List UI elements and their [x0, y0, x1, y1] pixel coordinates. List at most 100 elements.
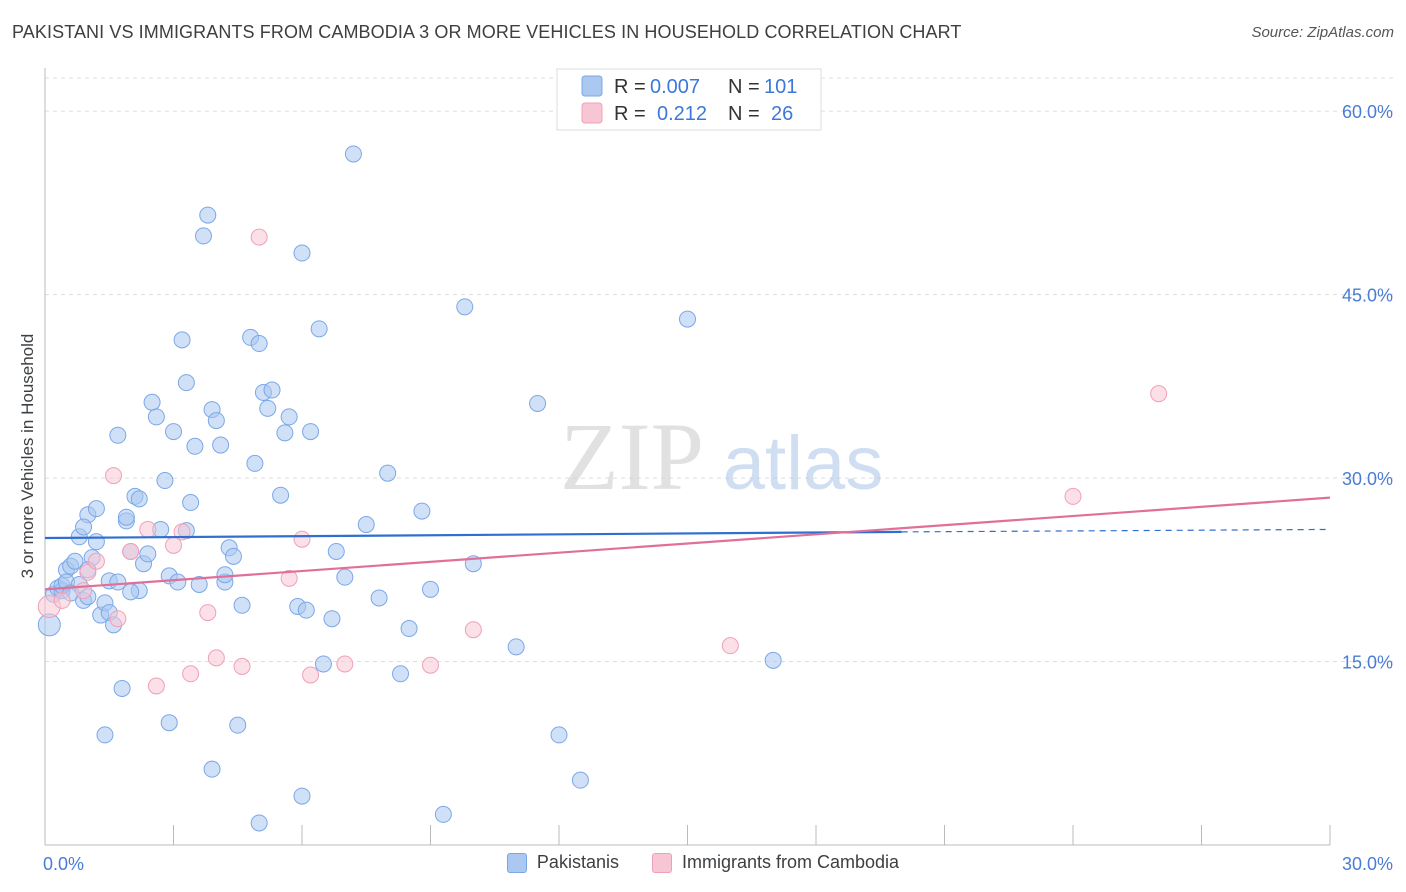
point-pakistanis [87, 533, 105, 551]
point-pakistanis [109, 573, 127, 591]
point-cambodia [1064, 487, 1082, 505]
point-pakistanis [272, 486, 290, 504]
point-pakistanis [143, 393, 161, 411]
point-pakistanis [263, 381, 281, 399]
legend-label-cambodia: Immigrants from Cambodia [681, 852, 900, 872]
point-cambodia [464, 621, 482, 639]
point-cambodia [233, 657, 251, 675]
axes [44, 68, 1331, 846]
point-pakistanis [186, 437, 204, 455]
point-pakistanis [75, 518, 93, 536]
point-pakistanis [357, 516, 375, 534]
point-cambodia [105, 467, 123, 485]
point-cambodia [422, 656, 439, 674]
point-pakistanis [679, 310, 696, 328]
point-cambodia [122, 542, 140, 560]
legend-n-value-1: 101 [764, 76, 797, 98]
legend-r-label-2: R = [614, 103, 646, 125]
point-pakistanis [177, 374, 195, 392]
point-cambodia [207, 649, 225, 667]
watermark-atlas: atlas [723, 421, 884, 506]
point-pakistanis [224, 547, 242, 565]
point-pakistanis [190, 575, 208, 593]
point-pakistanis [113, 679, 131, 697]
legend-swatch-cambodia [581, 102, 603, 124]
point-cambodia [302, 666, 320, 684]
point-pakistanis [310, 320, 328, 338]
point-pakistanis [173, 331, 191, 349]
point-pakistanis [507, 638, 525, 656]
legend-swatch-icon [506, 852, 527, 873]
point-cambodia [293, 530, 311, 548]
point-cambodia [199, 604, 217, 622]
point-pakistanis [344, 145, 362, 163]
point-pakistanis [229, 716, 247, 734]
legend-item-cambodia: Immigrants from Cambodia [651, 852, 900, 873]
legend-r-label-1: R = [614, 76, 646, 98]
point-pakistanis [293, 244, 311, 262]
point-pakistanis [212, 436, 230, 454]
point-pakistanis [207, 412, 225, 430]
point-pakistanis [246, 454, 264, 472]
watermark-zip: ZIP [560, 403, 704, 510]
point-pakistanis [456, 298, 474, 316]
y-tick-label: 45.0% [1342, 286, 1393, 306]
point-pakistanis [182, 494, 200, 512]
point-pakistanis [117, 508, 135, 526]
point-pakistanis [194, 227, 212, 245]
point-cambodia [1150, 385, 1168, 403]
point-pakistanis [400, 620, 418, 638]
point-pakistanis [379, 464, 397, 482]
point-pakistanis [165, 423, 182, 441]
point-pakistanis [323, 610, 341, 628]
point-pakistanis [259, 399, 277, 417]
point-pakistanis [302, 423, 320, 441]
chart-title: PAKISTANI VS IMMIGRANTS FROM CAMBODIA 3 … [12, 22, 962, 42]
point-pakistanis [327, 542, 345, 560]
point-pakistanis [314, 655, 332, 673]
watermark: ZIP atlas [560, 403, 883, 510]
point-cambodia [336, 655, 354, 673]
point-pakistanis [66, 552, 84, 570]
point-pakistanis [276, 424, 294, 442]
point-pakistanis [336, 568, 354, 586]
point-pakistanis [293, 787, 311, 805]
point-pakistanis [160, 714, 178, 732]
x-tick-label: 30.0% [1342, 854, 1393, 874]
point-cambodia [182, 665, 200, 683]
legend-swatch-pakistanis [581, 75, 603, 97]
point-cambodia [173, 523, 191, 541]
point-pakistanis [250, 814, 268, 832]
point-pakistanis [434, 805, 452, 823]
point-pakistanis [156, 472, 174, 490]
point-pakistanis [280, 408, 298, 426]
point-pakistanis [422, 580, 439, 598]
point-pakistanis [139, 545, 157, 563]
x-tick-label: 0.0% [43, 854, 84, 874]
point-pakistanis [147, 408, 165, 426]
point-pakistanis [529, 394, 547, 412]
legend-n-label-1: N = [728, 76, 760, 98]
y-tick-label: 30.0% [1342, 469, 1393, 489]
trend-lines [44, 496, 1331, 591]
point-pakistanis [550, 726, 568, 744]
stats-legend: R = 0.007 N = 101 R = 0.212 N = 26 [556, 68, 822, 131]
tick-labels: 15.0% 30.0% 45.0% 60.0% 0.0% 30.0% [43, 102, 1393, 874]
point-pakistanis [130, 490, 148, 508]
point-cambodia [721, 637, 739, 655]
point-pakistanis [169, 573, 187, 591]
series-legend: Pakistanis Immigrants from Cambodia [0, 852, 1406, 878]
point-pakistanis [413, 502, 431, 520]
point-cambodia [250, 228, 268, 246]
point-cambodia [87, 552, 105, 570]
point-pakistanis [233, 596, 251, 614]
legend-r-value-2: 0.212 [657, 103, 707, 125]
point-pakistanis [250, 335, 268, 353]
point-pakistanis [392, 665, 410, 683]
point-cambodia [109, 610, 127, 628]
legend-swatch-icon [651, 852, 672, 873]
point-pakistanis [96, 726, 114, 744]
y-tick-label: 60.0% [1342, 102, 1393, 122]
point-pakistanis [764, 651, 782, 669]
